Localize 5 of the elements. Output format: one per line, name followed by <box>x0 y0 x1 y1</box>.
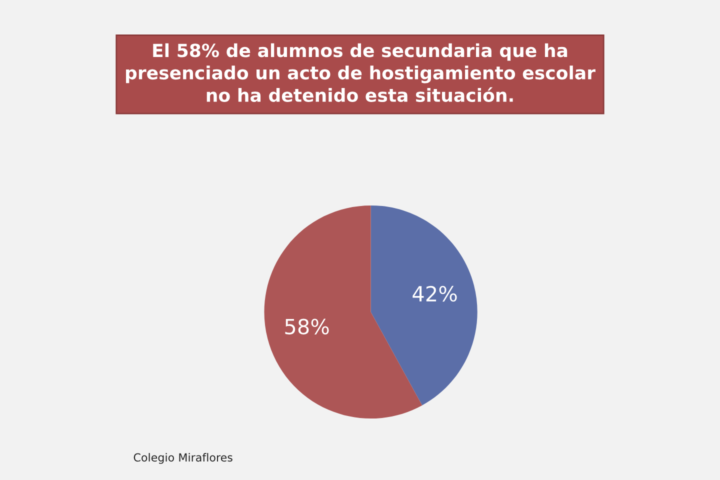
pie-slice <box>370 205 478 406</box>
data-label: 42% <box>412 286 457 302</box>
chart-title: El 58% de alumnos de secundaria que ha presenciado un acto de hostigamiento escolar no ha detenido esta situación. <box>126 43 596 102</box>
text: Colegio Miraflores <box>134 453 232 464</box>
data-label: 58% <box>285 318 329 334</box>
